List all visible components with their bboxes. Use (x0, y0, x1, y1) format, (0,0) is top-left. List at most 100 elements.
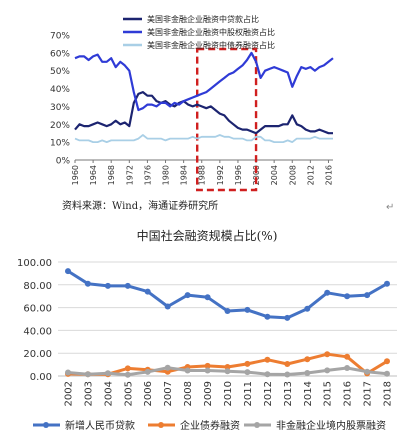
bottom-point-domestic-equity-2011 (244, 369, 251, 376)
bottom-point-corporate-bonds-2011 (244, 360, 251, 367)
legend-label-bond: 美国非金融企业融资中债券融资占比 (147, 40, 275, 50)
top-series-line-equity (74, 51, 334, 112)
top-x-tick-2012: 2012 (306, 165, 315, 185)
bottom-point-domestic-equity-2003 (84, 371, 91, 378)
bottom-x-tick-2010: 2010 (223, 381, 234, 406)
top-x-tick-1992: 1992 (216, 165, 225, 185)
bottom-point-rmb-loans-2012 (264, 313, 271, 320)
top-y-tick-20: 20% (50, 121, 70, 131)
bottom-point-domestic-equity-2017 (364, 368, 371, 375)
bottom-point-rmb-loans-2009 (204, 294, 211, 301)
top-x-tick-1960: 1960 (71, 165, 80, 185)
bottom-point-domestic-equity-2015 (324, 367, 331, 374)
bottom-point-rmb-loans-2016 (344, 293, 351, 300)
bottom-point-domestic-equity-2004 (104, 370, 111, 377)
bottom-y-tick-100-00: 100.00 (17, 258, 52, 269)
bottom-point-domestic-equity-2009 (204, 367, 211, 374)
bottom-point-domestic-equity-2002 (65, 369, 71, 376)
bottom-y-tick-0-00: 0.00 (30, 372, 52, 383)
bottom-point-rmb-loans-2004 (104, 282, 111, 289)
top-y-tick-0: 0% (56, 157, 71, 167)
bottom-x-tick-2017: 2017 (363, 381, 374, 406)
top-y-axis: 0% 10% 20% 30% 40% 50% 60% 70% (50, 32, 70, 167)
bottom-point-corporate-bonds-2016 (344, 353, 351, 360)
bottom-point-rmb-loans-2007 (164, 303, 171, 310)
legend-label-loan: 美国非金融企业融资中贷款占比 (147, 14, 259, 24)
bottom-point-corporate-bonds-2012 (264, 356, 271, 363)
top-x-tick-2004: 2004 (270, 165, 279, 185)
bottom-y-tick-40-00: 40.00 (23, 326, 52, 337)
legend-label-domestic-equity: 非金融企业境内股票融资 (276, 419, 386, 432)
top-y-tick-40: 40% (50, 85, 70, 95)
top-x-tick-1964: 1964 (89, 165, 98, 185)
legend-marker-domestic-equity (254, 422, 260, 428)
bottom-x-tick-2018: 2018 (383, 381, 394, 406)
bottom-y-tick-60-00: 60.00 (23, 304, 52, 315)
bottom-point-domestic-equity-2005 (124, 371, 131, 378)
top-x-tick-2000: 2000 (252, 165, 261, 185)
bottom-point-corporate-bonds-2005 (124, 365, 131, 372)
top-x-tick-2008: 2008 (288, 165, 297, 185)
top-y-tick-60: 60% (50, 49, 70, 59)
top-x-tick-1980: 1980 (162, 165, 171, 185)
bottom-series-lines (65, 268, 390, 378)
bottom-point-corporate-bonds-2013 (284, 361, 291, 367)
bottom-y-tick-80-00: 80.00 (23, 281, 52, 292)
china-social-financing-chart: 中国社会融资规模占比(%) 0.00 20.00 40.00 60.00 80.00 10… (17, 228, 397, 432)
bottom-point-rmb-loans-2011 (244, 306, 251, 313)
top-x-tick-1996: 1996 (234, 165, 243, 185)
source-note: 资料来源：Wind，海通证券研究所 (62, 199, 218, 212)
top-series-line-loan (74, 90, 333, 135)
bottom-x-tick-2009: 2009 (203, 381, 214, 406)
top-x-tick-2016: 2016 (324, 165, 333, 185)
bottom-x-axis: 2002 2003 2004 2005 2006 2007 2008 2009 2010 2011… (63, 381, 393, 406)
bottom-point-domestic-equity-2006 (144, 368, 151, 375)
bottom-x-tick-2014: 2014 (303, 381, 314, 406)
top-legend: 美国非金融企业融资中贷款占比 美国非金融企业融资中股权融资占比 美国非金融企业融… (123, 14, 275, 50)
bottom-point-rmb-loans-2013 (284, 314, 291, 321)
top-series-lines (74, 51, 334, 144)
us-financing-chart: 0% 10% 20% 30% 40% 50% 60% 70% 1960 1964 1968 1972… (50, 14, 394, 213)
bottom-y-tick-20-00: 20.00 (23, 349, 52, 360)
legend-marker-rmb-loans (43, 422, 49, 428)
bottom-x-tick-2016: 2016 (343, 381, 354, 406)
top-x-tick-1976: 1976 (143, 165, 152, 185)
legend-label-equity: 美国非金融企业融资中股权融资占比 (147, 27, 275, 37)
return-mark: ↵ (386, 202, 394, 213)
bottom-point-domestic-equity-2013 (284, 371, 291, 378)
bottom-point-corporate-bonds-2010 (224, 364, 231, 370)
bottom-point-rmb-loans-2003 (84, 280, 91, 287)
bottom-x-tick-2003: 2003 (83, 381, 94, 406)
bottom-x-tick-2002: 2002 (63, 381, 74, 406)
bottom-point-rmb-loans-2005 (124, 282, 131, 289)
bottom-point-rmb-loans-2006 (144, 288, 151, 295)
top-series-line-bond (74, 134, 333, 144)
bottom-point-rmb-loans-2014 (304, 305, 311, 312)
bottom-point-rmb-loans-2015 (324, 289, 331, 296)
bottom-point-rmb-loans-2010 (224, 308, 231, 314)
bottom-y-axis: 0.00 20.00 40.00 60.00 80.00 100.00 (17, 258, 52, 383)
top-x-tick-1984: 1984 (180, 165, 189, 185)
bottom-x-tick-2011: 2011 (243, 381, 254, 406)
top-x-tick-1972: 1972 (125, 165, 134, 185)
bottom-x-tick-2007: 2007 (163, 381, 174, 406)
top-x-tick-1988: 1988 (198, 165, 207, 185)
bottom-point-rmb-loans-2017 (364, 292, 371, 299)
bottom-point-domestic-equity-2008 (184, 367, 191, 374)
top-y-tick-70: 70% (50, 32, 70, 42)
bottom-x-tick-2004: 2004 (103, 381, 114, 406)
bottom-x-tick-2012: 2012 (263, 381, 274, 406)
bottom-chart-title: 中国社会融资规模占比(%) (137, 228, 278, 243)
legend-marker-corporate-bonds (158, 422, 164, 428)
bottom-x-tick-2013: 2013 (283, 381, 294, 406)
bottom-legend: 新增人民币贷款 企业债券融资 非金融企业境内股票融资 (33, 419, 386, 432)
bottom-point-domestic-equity-2016 (344, 365, 351, 371)
bottom-gridlines (58, 261, 397, 377)
bottom-point-rmb-loans-2002 (65, 268, 71, 275)
bottom-point-corporate-bonds-2014 (304, 356, 311, 363)
bottom-point-corporate-bonds-2015 (324, 351, 331, 358)
bottom-point-domestic-equity-2010 (224, 368, 231, 375)
bottom-point-domestic-equity-2007 (164, 364, 171, 371)
bottom-point-domestic-equity-2012 (264, 371, 271, 378)
